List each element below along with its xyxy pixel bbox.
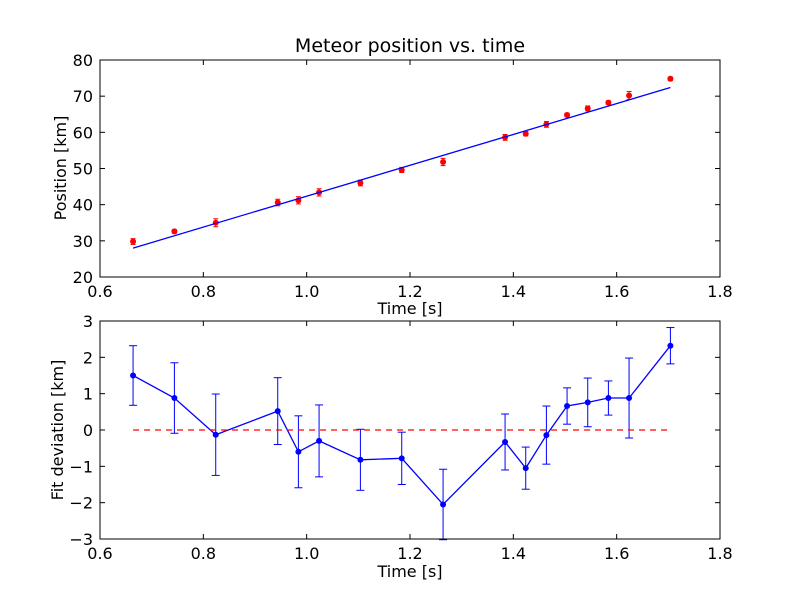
- x-tick-label: 1.0: [294, 282, 319, 301]
- data-point: [398, 455, 405, 462]
- y-tick-label: 3: [83, 312, 93, 331]
- data-point: [667, 342, 674, 349]
- data-point: [605, 99, 612, 106]
- y-tick-label: 70: [73, 87, 93, 106]
- y-tick-label: 0: [83, 421, 93, 440]
- x-tick-label: 1.2: [397, 282, 422, 301]
- y-tick-label: 60: [73, 123, 93, 142]
- y-tick-label: −2: [69, 494, 93, 513]
- x-tick-label: 0.8: [191, 544, 216, 563]
- y-tick-label: 40: [73, 196, 93, 215]
- y-tick-label: 2: [83, 348, 93, 367]
- x-tick-label: 0.6: [87, 282, 112, 301]
- data-point: [212, 431, 219, 438]
- y-tick-label: 80: [73, 51, 93, 70]
- x-axis-label: Time [s]: [376, 562, 442, 581]
- y-tick-label: 50: [73, 160, 93, 179]
- y-tick-label: −3: [69, 530, 93, 549]
- y-axis-label: Position [km]: [51, 116, 70, 221]
- x-tick-label: 1.4: [501, 544, 526, 563]
- data-point: [626, 395, 633, 402]
- data-point: [605, 395, 612, 402]
- y-tick-label: 30: [73, 232, 93, 251]
- x-tick-label: 1.8: [707, 544, 732, 563]
- x-tick-label: 1.6: [604, 282, 629, 301]
- data-point: [502, 438, 509, 445]
- x-tick-label: 1.4: [501, 282, 526, 301]
- data-point: [130, 238, 137, 245]
- data-point: [440, 501, 447, 508]
- data-point: [584, 399, 591, 406]
- data-point: [543, 432, 550, 439]
- data-point: [584, 105, 591, 112]
- data-point: [667, 75, 674, 82]
- data-point: [130, 372, 137, 379]
- chart-title: Meteor position vs. time: [295, 35, 525, 57]
- x-tick-label: 1.8: [707, 282, 732, 301]
- data-point: [316, 437, 323, 444]
- x-tick-label: 1.2: [397, 544, 422, 563]
- x-tick-label: 1.0: [294, 544, 319, 563]
- y-tick-label: 20: [73, 268, 93, 287]
- x-tick-label: 1.6: [604, 544, 629, 563]
- data-point: [564, 111, 571, 118]
- fit-line: [132, 86, 671, 249]
- data-point: [274, 408, 281, 415]
- data-point: [295, 448, 302, 455]
- data-point: [522, 130, 529, 137]
- y-tick-label: 1: [83, 385, 93, 404]
- data-point: [171, 395, 178, 402]
- data-point: [171, 228, 178, 235]
- data-point: [564, 403, 571, 410]
- deviation-plot: Time [s] Fit deviation [km] 0.6 0.8 1.0 1.2…: [48, 312, 733, 581]
- data-point: [440, 158, 447, 165]
- position-plot: Meteor position vs. time Time [s] Positi…: [51, 35, 733, 318]
- y-tick-label: −1: [69, 457, 93, 476]
- y-axis-label: Fit deviation [km]: [48, 360, 67, 501]
- x-axis-label: Time [s]: [376, 299, 442, 318]
- data-point: [522, 465, 529, 472]
- x-tick-label: 0.8: [191, 282, 216, 301]
- data-point: [357, 456, 364, 463]
- x-tick-label: 0.6: [87, 544, 112, 563]
- data-point: [626, 92, 633, 99]
